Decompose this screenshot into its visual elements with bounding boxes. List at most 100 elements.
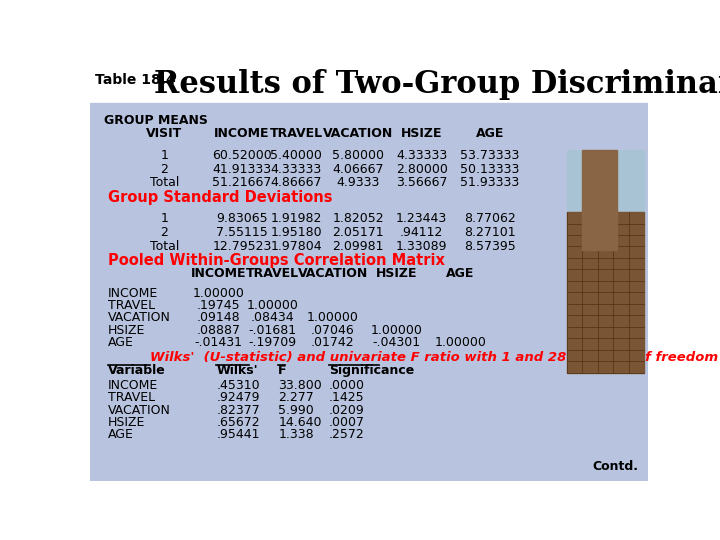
Text: VACATION: VACATION: [108, 311, 171, 324]
Text: 1.00000: 1.00000: [193, 287, 245, 300]
Text: INCOME: INCOME: [191, 267, 246, 280]
Text: 2.80000: 2.80000: [396, 163, 448, 176]
Text: 12.79523: 12.79523: [212, 240, 271, 253]
Text: HSIZE: HSIZE: [376, 267, 418, 280]
Bar: [567, 150, 644, 212]
Text: 1.338: 1.338: [279, 428, 314, 441]
Text: TRAVEL: TRAVEL: [108, 299, 155, 312]
Text: Table 18.4: Table 18.4: [94, 72, 176, 86]
Text: 1.33089: 1.33089: [396, 240, 447, 253]
Text: 33.800: 33.800: [279, 379, 322, 392]
Text: 2.09981: 2.09981: [333, 240, 384, 253]
Text: 1.00000: 1.00000: [307, 311, 359, 324]
Text: AGE: AGE: [108, 428, 134, 441]
Text: .94112: .94112: [400, 226, 444, 239]
Text: VACATION: VACATION: [297, 267, 368, 280]
Text: 5.40000: 5.40000: [270, 148, 322, 162]
Text: 1.97804: 1.97804: [270, 240, 322, 253]
Text: 4.06667: 4.06667: [333, 163, 384, 176]
Text: .19745: .19745: [197, 299, 240, 312]
Text: TRAVEL: TRAVEL: [108, 392, 155, 404]
Text: Total: Total: [150, 177, 179, 190]
Text: VACATION: VACATION: [108, 403, 171, 416]
Text: .0007: .0007: [329, 416, 365, 429]
Text: 14.640: 14.640: [279, 416, 322, 429]
Text: VACATION: VACATION: [323, 127, 393, 140]
Text: GROUP MEANS: GROUP MEANS: [104, 114, 208, 127]
Text: Significance: Significance: [329, 363, 414, 376]
Text: 2: 2: [161, 226, 168, 239]
Text: INCOME: INCOME: [214, 127, 270, 140]
Text: .08887: .08887: [197, 323, 240, 336]
Text: 1: 1: [161, 148, 168, 162]
Bar: [90, 65, 648, 103]
Text: 50.13333: 50.13333: [460, 163, 520, 176]
Text: 9.83065: 9.83065: [216, 212, 268, 225]
Text: 1.00000: 1.00000: [434, 336, 487, 349]
Text: .09148: .09148: [197, 311, 240, 324]
Text: 8.77062: 8.77062: [464, 212, 516, 225]
Text: -.19709: -.19709: [249, 336, 297, 349]
Text: 60.52000: 60.52000: [212, 148, 271, 162]
Text: Total: Total: [150, 240, 179, 253]
Text: .0209: .0209: [329, 403, 364, 416]
Text: 4.33333: 4.33333: [271, 163, 322, 176]
Text: 2.277: 2.277: [279, 392, 314, 404]
Text: .1425: .1425: [329, 392, 364, 404]
Text: 4.33333: 4.33333: [396, 148, 447, 162]
Text: 1.82052: 1.82052: [333, 212, 384, 225]
Text: 4.9333: 4.9333: [336, 177, 380, 190]
Text: 1: 1: [161, 212, 168, 225]
Text: .2572: .2572: [329, 428, 364, 441]
Text: 51.93333: 51.93333: [460, 177, 520, 190]
Text: .0000: .0000: [329, 379, 365, 392]
Text: TRAVEL: TRAVEL: [246, 267, 300, 280]
Text: INCOME: INCOME: [108, 287, 158, 300]
Text: HSIZE: HSIZE: [108, 323, 145, 336]
Text: .01742: .01742: [311, 336, 354, 349]
Text: 8.27101: 8.27101: [464, 226, 516, 239]
Text: 5.990: 5.990: [279, 403, 314, 416]
Text: TRAVEL: TRAVEL: [269, 127, 323, 140]
Text: 51.21667: 51.21667: [212, 177, 271, 190]
Text: 3.56667: 3.56667: [396, 177, 447, 190]
Text: HSIZE: HSIZE: [401, 127, 443, 140]
Text: 4.86667: 4.86667: [271, 177, 322, 190]
Text: 7.55115: 7.55115: [216, 226, 268, 239]
Text: 1.00000: 1.00000: [247, 299, 299, 312]
Text: 5.80000: 5.80000: [332, 148, 384, 162]
Text: Results of Two-Group Discriminant Analysis: Results of Two-Group Discriminant Analys…: [153, 69, 720, 100]
Text: VISIT: VISIT: [146, 127, 183, 140]
Text: Wilks'  (U-statistic) and univariate F ratio with 1 and 28 degrees of freedom: Wilks' (U-statistic) and univariate F ra…: [150, 351, 719, 364]
Text: -.04301: -.04301: [373, 336, 421, 349]
Text: .82377: .82377: [216, 403, 260, 416]
Text: Variable: Variable: [108, 363, 166, 376]
Text: 1.00000: 1.00000: [371, 323, 423, 336]
Text: .45310: .45310: [216, 379, 260, 392]
Text: .08434: .08434: [251, 311, 294, 324]
Text: .07046: .07046: [311, 323, 354, 336]
Text: 2: 2: [161, 163, 168, 176]
Text: AGE: AGE: [108, 336, 134, 349]
Text: 1.23443: 1.23443: [396, 212, 447, 225]
Text: 1.95180: 1.95180: [270, 226, 322, 239]
Text: -.01681: -.01681: [249, 323, 297, 336]
Text: -.01431: -.01431: [194, 336, 243, 349]
Text: Wilks': Wilks': [216, 363, 258, 376]
Bar: [582, 150, 617, 250]
Text: .95441: .95441: [216, 428, 260, 441]
Text: Group Standard Deviations: Group Standard Deviations: [108, 190, 333, 205]
Text: .65672: .65672: [216, 416, 260, 429]
Text: AGE: AGE: [446, 267, 474, 280]
Bar: [567, 212, 644, 373]
Text: Pooled Within-Groups Correlation Matrix: Pooled Within-Groups Correlation Matrix: [108, 253, 445, 268]
Text: HSIZE: HSIZE: [108, 416, 145, 429]
Text: 8.57395: 8.57395: [464, 240, 516, 253]
Text: F: F: [279, 363, 287, 376]
Text: 1.91982: 1.91982: [271, 212, 322, 225]
Text: INCOME: INCOME: [108, 379, 158, 392]
Text: 41.91333: 41.91333: [212, 163, 271, 176]
Text: 2.05171: 2.05171: [333, 226, 384, 239]
Text: AGE: AGE: [476, 127, 504, 140]
Text: 53.73333: 53.73333: [460, 148, 520, 162]
